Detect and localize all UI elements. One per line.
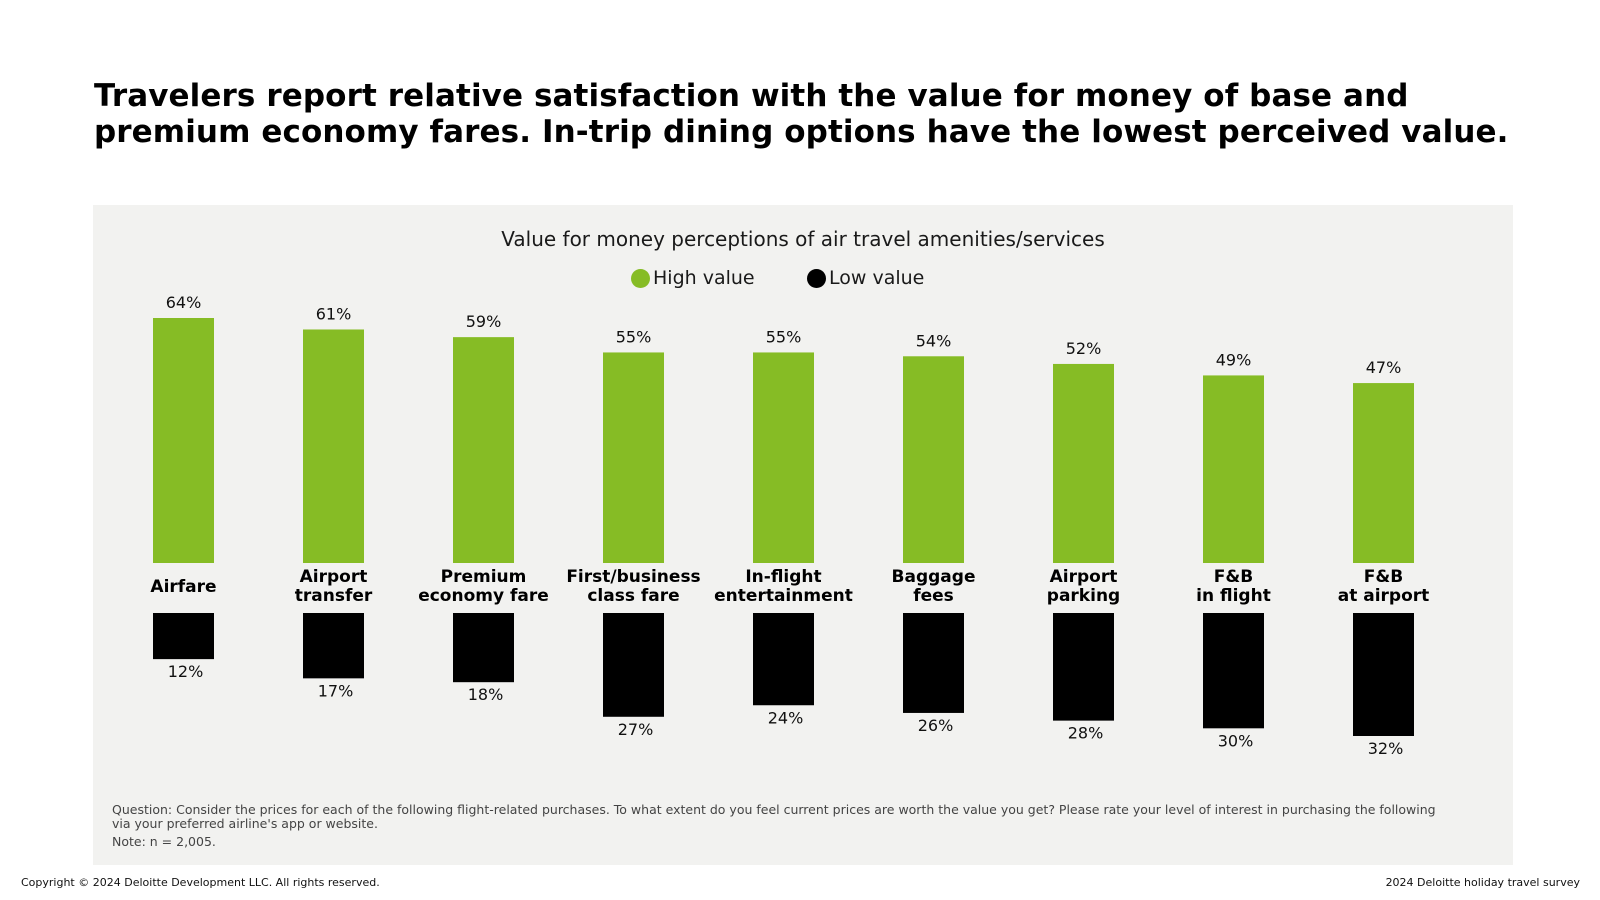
category-label: entertainment (714, 586, 853, 606)
high-value-label: 64% (166, 293, 202, 312)
category-label: economy fare (418, 586, 549, 606)
high-value-bar (1053, 363, 1114, 563)
chart-footnote: Question: Consider the prices for each o… (112, 803, 1442, 849)
category-label: in flight (1196, 586, 1271, 606)
page-headline: Travelers report relative satisfaction w… (94, 78, 1509, 150)
legend-label-low: Low value (829, 267, 925, 289)
low-value-label: 17% (318, 681, 354, 700)
high-value-bar (603, 352, 664, 563)
low-value-label: 26% (918, 716, 954, 735)
category-label: fees (913, 586, 954, 606)
legend-item-low-value: Low value (807, 267, 924, 289)
category-label: Airfare (150, 577, 216, 597)
category-label: transfer (295, 586, 373, 606)
category-label: Baggage (892, 567, 976, 587)
high-value-label: 47% (1366, 358, 1402, 377)
low-value-bar (903, 613, 964, 713)
legend-label-high: High value (653, 267, 755, 289)
category-label: First/business (566, 567, 700, 587)
low-value-label: 24% (768, 708, 804, 727)
low-value-bar (303, 613, 364, 679)
legend-item-high-value: High value (631, 267, 755, 289)
low-value-bar (453, 613, 514, 683)
high-value-label: 49% (1216, 350, 1252, 369)
chart-panel: Value for money perceptions of air trave… (93, 205, 1513, 865)
category-label: class fare (587, 586, 679, 606)
category-label: Airport (300, 567, 368, 587)
category-label: at airport (1338, 586, 1430, 606)
footnote-note: Note: n = 2,005. (112, 834, 216, 849)
category-label: parking (1047, 586, 1120, 606)
high-value-label: 54% (916, 331, 952, 350)
category-label: F&B (1364, 567, 1403, 587)
low-value-label: 27% (618, 720, 654, 739)
category-label: Premium (441, 567, 527, 587)
high-value-bar (153, 318, 214, 563)
high-value-bar (303, 329, 364, 563)
high-value-bar (753, 352, 814, 563)
high-value-bar (1203, 375, 1264, 563)
high-value-label: 52% (1066, 339, 1102, 358)
legend-swatch-low-icon (807, 268, 826, 288)
category-label: In-flight (745, 567, 821, 587)
high-value-bar (903, 356, 964, 563)
high-value-label: 59% (466, 312, 502, 331)
low-value-label: 12% (168, 662, 204, 681)
low-value-label: 30% (1218, 731, 1254, 750)
high-value-label: 61% (316, 304, 352, 323)
chart-legend: High value Low value (93, 267, 1513, 291)
low-value-label: 18% (468, 685, 504, 704)
low-value-bar (1353, 613, 1414, 736)
high-value-bar (453, 337, 514, 563)
category-label: Airport (1050, 567, 1118, 587)
footnote-question: Question: Consider the prices for each o… (112, 802, 1436, 831)
low-value-bar (753, 613, 814, 706)
chart-title: Value for money perceptions of air trave… (501, 227, 1105, 251)
footer-source: 2024 Deloitte holiday travel survey (1385, 876, 1580, 889)
bar-chart: 64%Airfare12%61%Airporttransfer17%59%Pre… (150, 293, 1430, 758)
low-value-bar (1203, 613, 1264, 729)
low-value-bar (603, 613, 664, 717)
high-value-label: 55% (616, 327, 652, 346)
low-value-bar (153, 613, 214, 660)
low-value-label: 28% (1068, 724, 1104, 743)
high-value-bar (1353, 383, 1414, 563)
footer-copyright: Copyright © 2024 Deloitte Development LL… (21, 876, 380, 889)
low-value-label: 32% (1368, 739, 1404, 758)
category-label: F&B (1214, 567, 1253, 587)
low-value-bar (1053, 613, 1114, 721)
high-value-label: 55% (766, 327, 802, 346)
legend-swatch-high-icon (631, 268, 650, 288)
